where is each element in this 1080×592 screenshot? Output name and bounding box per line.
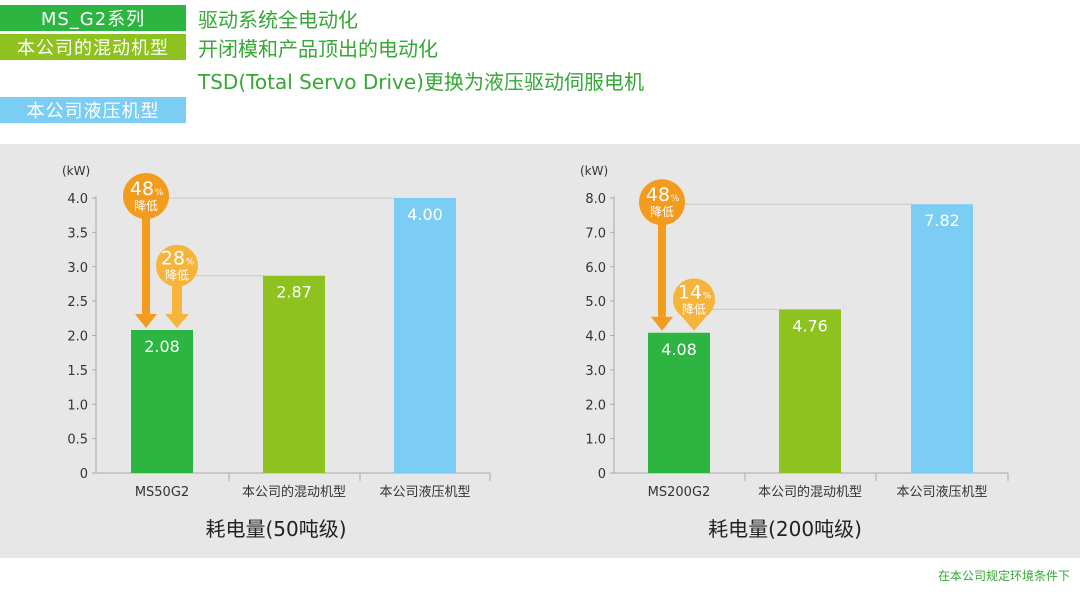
c0-bar-0 bbox=[131, 330, 193, 473]
footer-note: 在本公司规定环境条件下 bbox=[937, 569, 1070, 583]
c1-y-tick-label: 8.0 bbox=[585, 192, 606, 207]
c1-y-tick-label: 5.0 bbox=[585, 295, 606, 310]
c1-reduction-text-1: 降低 bbox=[682, 302, 706, 316]
c1-y-tick-label: 1.0 bbox=[585, 433, 606, 448]
c0-reduction-arrow-shaft-1 bbox=[172, 284, 182, 314]
c1-reduction-arrow-shaft-0 bbox=[658, 223, 666, 317]
c1-reduction-badge-0 bbox=[639, 179, 685, 226]
chart-panel: (kW) 0 0.5 1.0 1.5 2.0 2.5 3.0 3.5 4.0 2.08 MS50G2 2… bbox=[0, 144, 1080, 558]
c0-reduction-badge-0 bbox=[123, 173, 169, 219]
c1-reduction-badge-1 bbox=[673, 278, 715, 321]
c1-y-tick-label: 0 bbox=[598, 467, 606, 482]
c1-bar-1 bbox=[779, 309, 841, 473]
c1-y-tick-label: 2.0 bbox=[585, 398, 606, 413]
c1-reduction-pct-1: 14 bbox=[678, 281, 702, 303]
c1-reduction-pct-0: 48 bbox=[646, 184, 670, 206]
legend-hybrid-text1: 开闭模和产品顶出的电动化 bbox=[198, 36, 438, 61]
c0-reduction-unit-0: % bbox=[155, 188, 164, 198]
legend-ms: MS_G2系列 驱动系统全电动化 bbox=[0, 5, 358, 32]
c1-reduction-arrow-head-1 bbox=[682, 316, 706, 331]
c0-y-tick-label: 0.5 bbox=[67, 433, 88, 448]
c0-y-tick-label: 3.0 bbox=[67, 261, 88, 276]
c1-reduction-text-0: 降低 bbox=[650, 205, 674, 219]
c0-bar-1 bbox=[263, 275, 325, 473]
c0-category-label-1: 本公司的混动机型 bbox=[242, 484, 346, 500]
c1-y-tick-label: 6.0 bbox=[585, 261, 606, 276]
c0-y-tick-label: 1.0 bbox=[67, 398, 88, 413]
c1-reduction-unit-1: % bbox=[703, 291, 712, 301]
c0-reduction-badge-1 bbox=[156, 244, 198, 287]
legend-hybrid: 本公司的混动机型 开闭模和产品顶出的电动化 bbox=[0, 34, 438, 61]
c1-y-tick-label: 7.0 bbox=[585, 226, 606, 241]
c0-chart-title: 耗电量(50吨级) bbox=[205, 517, 346, 541]
c0-y-tick-label: 2.0 bbox=[67, 330, 88, 345]
c0-bar-value-1: 2.87 bbox=[276, 283, 312, 302]
legend-hybrid-text2: TSD(Total Servo Drive)更换为液压驱动伺服电机 bbox=[198, 70, 644, 94]
legend-ms-text: 驱动系统全电动化 bbox=[198, 7, 358, 32]
legend-hydraulic-swatch: 本公司液压机型 bbox=[0, 97, 186, 123]
c1-reduction-arrow-head-0 bbox=[651, 316, 673, 331]
c0-bar-value-0: 2.08 bbox=[144, 337, 180, 356]
c1-chart-title: 耗电量(200吨级) bbox=[708, 517, 862, 541]
c1-y-tick-label: 3.0 bbox=[585, 364, 606, 379]
c1-bar-value-1: 4.76 bbox=[792, 316, 828, 335]
c0-y-unit: (kW) bbox=[62, 164, 90, 178]
c1-bar-value-2: 7.82 bbox=[924, 211, 960, 230]
legend-hybrid-swatch: 本公司的混动机型 bbox=[0, 34, 186, 60]
c0-reduction-pct-0: 48 bbox=[130, 178, 154, 200]
legend-ms-swatch: MS_G2系列 bbox=[0, 5, 186, 31]
c0-reduction-arrow-head-1 bbox=[165, 314, 189, 328]
c0-bar-2 bbox=[394, 198, 456, 473]
c0-reduction-arrow-head-0 bbox=[135, 314, 157, 328]
c0-reduction-arrow-shaft-0 bbox=[142, 217, 150, 314]
c1-bar-value-0: 4.08 bbox=[661, 340, 697, 359]
c0-reduction-text-1: 降低 bbox=[165, 269, 189, 283]
c0-y-tick-label: 4.0 bbox=[67, 192, 88, 207]
c0-y-tick-label: 2.5 bbox=[67, 295, 88, 310]
c0-category-label-0: MS50G2 bbox=[135, 485, 189, 500]
watermark: 大数跨境 bbox=[8, 562, 96, 586]
c0-y-tick-label: 1.5 bbox=[67, 364, 88, 379]
c1-category-label-0: MS200G2 bbox=[648, 485, 711, 500]
c0-reduction-text-0: 降低 bbox=[134, 199, 158, 213]
c1-y-tick-label: 4.0 bbox=[585, 330, 606, 345]
c1-bar-2 bbox=[911, 204, 973, 473]
chart-canvas: (kW) 0 0.5 1.0 1.5 2.0 2.5 3.0 3.5 4.0 2.08 MS50G2 2… bbox=[62, 164, 1009, 541]
c0-y-tick-label: 3.5 bbox=[67, 226, 88, 241]
c0-bar-value-2: 4.00 bbox=[407, 205, 443, 224]
c1-category-label-1: 本公司的混动机型 bbox=[758, 484, 862, 500]
c1-reduction-unit-0: % bbox=[671, 194, 680, 204]
c1-bar-0 bbox=[648, 332, 710, 473]
c0-reduction-unit-1: % bbox=[186, 258, 195, 268]
c1-y-unit: (kW) bbox=[580, 164, 608, 178]
c0-reduction-pct-1: 28 bbox=[161, 248, 185, 270]
c0-category-label-2: 本公司液压机型 bbox=[379, 485, 470, 500]
legend-hydraulic: 本公司液压机型 bbox=[0, 97, 186, 123]
c0-y-tick-label: 0 bbox=[80, 467, 88, 482]
c1-category-label-2: 本公司液压机型 bbox=[896, 485, 987, 500]
